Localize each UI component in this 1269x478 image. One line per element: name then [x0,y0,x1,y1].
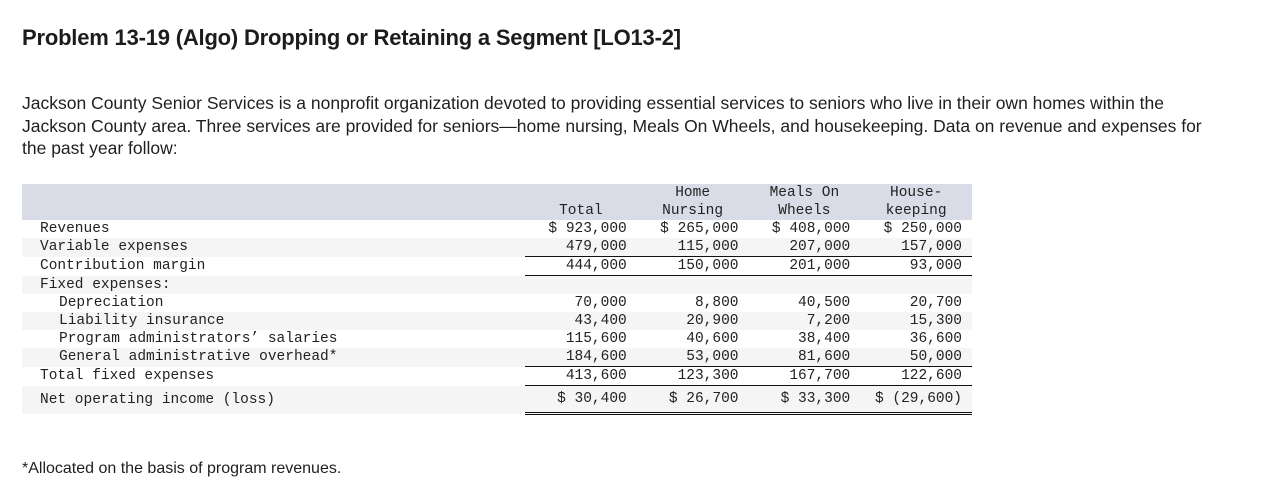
cell-total: 413,600 [525,366,637,386]
table-row-general-administrative-overhead: General administrative overhead* 184,600… [22,348,972,367]
header-meals-on-wheels: Meals On Wheels [749,184,861,220]
cell-total: 479,000 [525,238,637,257]
row-label: Total fixed expenses [40,368,215,384]
row-label: Depreciation [59,295,164,311]
table-row-revenues: Revenues $ 923,000 $ 265,000 $ 408,000 $… [22,220,972,238]
problem-title: Problem 13-19 (Algo) Dropping or Retaini… [22,25,681,50]
cell-home-nursing [637,276,749,295]
cell-housekeeping: $ (29,600) [860,385,972,415]
header-home-nursing-line1: Home [675,185,711,201]
table-row-variable-expenses: Variable expenses 479,000 115,000 207,00… [22,238,972,257]
table-row-total-fixed-expenses: Total fixed expenses 413,600 123,300 167… [22,366,972,386]
row-label: Program administrators’ salaries [59,331,338,347]
cell-meals-on-wheels: 7,200 [806,313,851,329]
problem-description: Jackson County Senior Services is a nonp… [22,93,1202,158]
row-label: Net operating income (loss) [40,391,275,408]
cell-meals-on-wheels: 167,700 [748,366,861,386]
row-label: Revenues [40,221,110,237]
segment-income-statement: Total Home Nursing Meals On Wheels House-k… [22,184,972,415]
cell-housekeeping: 122,600 [860,366,972,386]
table-row-contribution-margin: Contribution margin 444,000 150,000 201,… [22,256,972,276]
cell-meals-on-wheels: 201,000 [748,256,861,276]
cell-total: 115,600 [565,331,627,347]
table-row-net-operating-income: Net operating income (loss) $ 30,400 $ 2… [22,385,972,415]
header-total: Total [525,184,637,220]
table-row-liability-insurance: Liability insurance 43,400 20,900 7,200 … [22,312,972,330]
header-meals-on-wheels-line2: Wheels [778,203,831,219]
header-total-line2: Total [559,203,603,219]
row-label: Contribution margin [40,258,206,274]
table-row-program-administrators-salaries: Program administrators’ salaries 115,600… [22,330,972,348]
table-row-depreciation: Depreciation 70,000 8,800 40,500 20,700 [22,294,972,312]
header-housekeeping: House-keeping [860,184,972,220]
cell-meals-on-wheels: 207,000 [748,238,861,257]
footnote: *Allocated on the basis of program reven… [22,460,342,477]
cell-home-nursing: 150,000 [636,256,749,276]
header-housekeeping-line2: keeping [885,203,947,219]
header-housekeeping-line1: House- [890,185,943,201]
header-meals-on-wheels-line1: Meals On [769,185,840,201]
cell-total: $ 30,400 [525,385,637,415]
cell-housekeeping: 93,000 [860,256,972,276]
row-label: General administrative overhead* [59,349,338,366]
cell-housekeeping: 157,000 [860,238,972,257]
header-label-column [22,184,525,220]
segment-table: Total Home Nursing Meals On Wheels House-k… [22,184,972,415]
cell-total: 70,000 [574,295,627,311]
cell-housekeeping: 36,600 [909,331,962,347]
cell-home-nursing: 115,000 [636,238,749,257]
table-header-row: Total Home Nursing Meals On Wheels House-k… [22,184,972,220]
cell-home-nursing: 123,300 [636,366,749,386]
cell-meals-on-wheels: 81,600 [748,348,861,367]
row-label: Variable expenses [40,239,188,256]
cell-total: 184,600 [525,348,637,367]
cell-housekeeping: 50,000 [860,348,972,367]
cell-home-nursing: 8,800 [694,295,739,311]
cell-home-nursing: $ 26,700 [636,385,749,415]
cell-housekeeping: 20,700 [909,295,962,311]
cell-meals-on-wheels: 38,400 [798,331,851,347]
cell-home-nursing: 53,000 [636,348,749,367]
cell-total: 444,000 [525,256,637,276]
cell-housekeeping: 15,300 [909,313,962,329]
cell-meals-on-wheels: $ 33,300 [748,385,861,415]
cell-meals-on-wheels: $ 408,000 [771,221,851,237]
cell-home-nursing: 40,600 [686,331,739,347]
cell-housekeeping [860,276,972,295]
cell-meals-on-wheels [749,276,861,295]
header-home-nursing: Home Nursing [637,184,749,220]
header-home-nursing-line2: Nursing [662,203,724,219]
cell-total: 43,400 [574,313,627,329]
row-label: Liability insurance [59,313,225,329]
cell-home-nursing: 20,900 [686,313,739,329]
cell-home-nursing: $ 265,000 [660,221,739,237]
cell-total: $ 923,000 [548,221,627,237]
table-row-fixed-expenses-heading: Fixed expenses: [22,275,972,295]
row-label: Fixed expenses: [40,276,171,293]
cell-meals-on-wheels: 40,500 [798,295,851,311]
cell-total [525,276,637,295]
cell-housekeeping: $ 250,000 [883,221,962,237]
